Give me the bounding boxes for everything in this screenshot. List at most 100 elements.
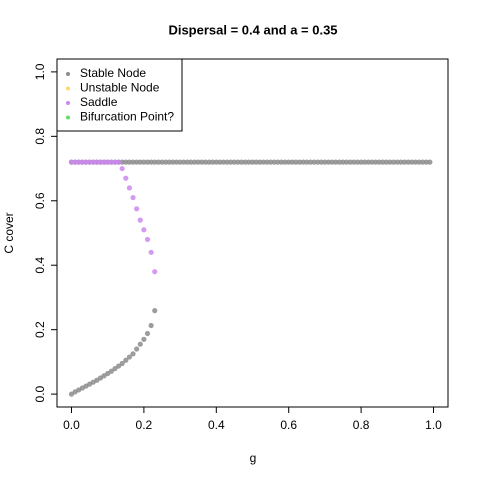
y-axis-label: C cover [2, 212, 16, 253]
point [220, 159, 227, 165]
point [141, 336, 147, 342]
x-tick-label: 0.0 [63, 418, 80, 432]
point [412, 159, 419, 165]
point [191, 159, 198, 165]
point [372, 159, 379, 165]
plot-frame [56, 58, 449, 408]
point [83, 159, 89, 165]
point [275, 159, 281, 165]
point [217, 159, 223, 165]
point [398, 159, 404, 165]
point [246, 159, 252, 165]
point [119, 159, 125, 165]
point [315, 159, 321, 165]
point [130, 194, 136, 201]
point [126, 354, 133, 360]
point [199, 159, 205, 165]
point [130, 351, 136, 357]
point [380, 159, 386, 165]
point [134, 346, 140, 352]
point [354, 159, 361, 165]
point [184, 159, 190, 165]
point [351, 159, 357, 165]
point [365, 159, 371, 165]
x-tick-label: 0.6 [280, 418, 297, 432]
legend-symbol [66, 101, 70, 105]
point [391, 159, 397, 165]
point [137, 341, 143, 347]
point [188, 159, 194, 165]
y-tick-label: 0.4 [33, 257, 47, 274]
point [148, 249, 154, 255]
point [271, 159, 277, 165]
point [405, 159, 411, 165]
point [101, 159, 107, 165]
point [394, 159, 400, 165]
point [141, 159, 147, 165]
point [325, 159, 332, 165]
x-tick-label: 0.4 [208, 418, 225, 432]
point [123, 357, 129, 363]
point [119, 165, 125, 172]
legend-label: Saddle [80, 95, 118, 109]
legend-symbol [66, 72, 70, 76]
point [126, 159, 133, 165]
x-axis-label: g [250, 451, 257, 465]
point [166, 159, 172, 165]
point [210, 159, 216, 165]
legend-symbol [66, 86, 70, 91]
chart-title: Dispersal = 0.4 and a = 0.35 [168, 22, 337, 37]
legend-label: Stable Node [80, 66, 146, 80]
point [293, 159, 299, 165]
point [119, 360, 125, 367]
point [264, 159, 270, 165]
point [239, 159, 245, 165]
point [304, 159, 310, 165]
point [126, 185, 133, 191]
point [344, 159, 350, 165]
x-tick-label: 0.2 [136, 418, 153, 432]
x-tick-label: 0.8 [353, 418, 370, 432]
point [358, 159, 364, 165]
point [206, 159, 212, 165]
point [242, 159, 248, 165]
point [260, 159, 266, 165]
point [155, 159, 161, 165]
point [90, 159, 96, 165]
point [268, 159, 274, 165]
point [278, 159, 285, 165]
point [144, 236, 151, 243]
point [318, 159, 324, 165]
point [144, 330, 151, 337]
point [289, 159, 295, 165]
point [340, 159, 346, 165]
point [141, 227, 147, 233]
legend-symbol [66, 115, 70, 120]
point [130, 159, 136, 165]
point [333, 159, 339, 165]
point [347, 159, 353, 165]
point [307, 159, 314, 165]
point [152, 159, 158, 165]
point [282, 159, 288, 165]
y-tick-label: 0.2 [33, 321, 47, 338]
point [202, 159, 209, 165]
legend-box [56, 58, 183, 132]
point [383, 159, 390, 165]
point [300, 159, 306, 165]
point [79, 159, 85, 165]
y-tick-label: 0.8 [33, 128, 47, 145]
point [249, 159, 256, 165]
point [115, 363, 122, 369]
point [152, 308, 158, 314]
point [152, 269, 158, 275]
point [148, 322, 154, 329]
point [68, 159, 75, 165]
point [137, 159, 143, 165]
point [72, 159, 78, 165]
point [170, 159, 176, 165]
point [423, 159, 429, 165]
point [296, 159, 303, 165]
point [123, 175, 129, 181]
